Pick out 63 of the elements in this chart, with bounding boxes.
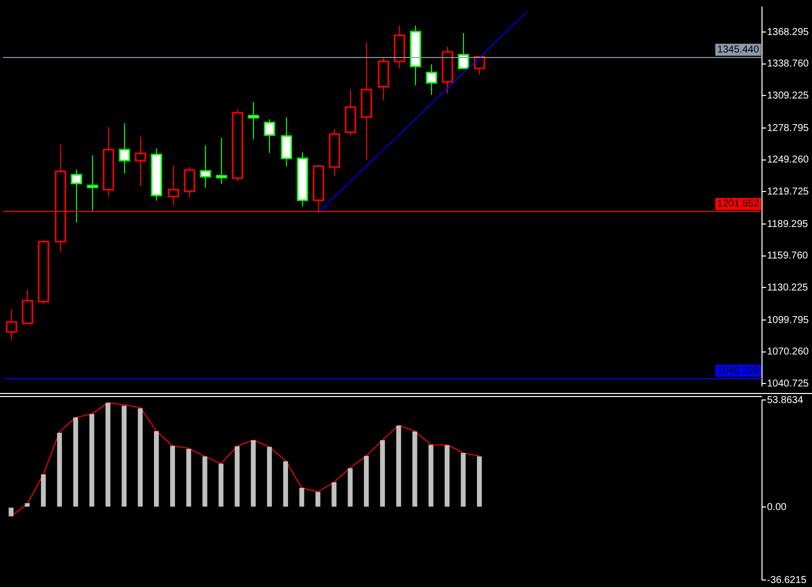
bar (396, 426, 402, 507)
bar (250, 440, 256, 507)
candlestick (6, 308, 18, 340)
candlestick (216, 137, 228, 184)
candlestick (70, 169, 82, 224)
bar (364, 456, 369, 507)
y-tick-label: 0.00 (767, 502, 787, 513)
y-tick-label: 1159.760 (767, 250, 808, 262)
y-tick-label: 1338.760 (767, 58, 810, 70)
y-tick-label: 1099.795 (767, 314, 810, 326)
y-tick-label: 1040.725 (767, 378, 810, 390)
bar (170, 446, 175, 507)
bar (460, 453, 466, 507)
candlestick (280, 116, 292, 168)
bar (106, 402, 110, 507)
y-tick-label: 53.8634 (767, 394, 804, 406)
y-tick-label: 1368.295 (767, 26, 810, 38)
ref-line-label: 1201.652 (717, 198, 760, 210)
y-tick-label: 1219.725 (767, 186, 810, 198)
bar (154, 431, 159, 507)
bar (412, 432, 418, 507)
bar (283, 461, 288, 507)
y-tick-label: 1189.295 (767, 218, 808, 230)
bar (8, 508, 14, 516)
bar (332, 482, 336, 507)
bar (299, 488, 304, 507)
ref-line-label: 1345.440 (717, 44, 760, 56)
candlestick (168, 165, 180, 206)
bar (24, 503, 30, 507)
bar (202, 456, 208, 507)
bar (40, 474, 46, 507)
bar (73, 417, 78, 507)
candlestick (200, 144, 212, 188)
bar (122, 406, 127, 507)
bar (186, 448, 192, 507)
candlestick (118, 122, 130, 174)
bar (267, 446, 272, 507)
y-tick-label: 1130.225 (767, 282, 808, 294)
bar (380, 440, 385, 507)
bar (218, 464, 224, 507)
candlestick (264, 118, 276, 154)
y-tick-label: -36.6215 (767, 574, 807, 586)
candlestick (426, 64, 438, 96)
y-tick-label: 1070.260 (767, 346, 810, 358)
candlestick (22, 289, 34, 324)
candlestick (86, 154, 98, 212)
bar (234, 446, 240, 507)
y-tick-label: 1278.795 (767, 122, 810, 134)
bar (89, 414, 94, 507)
candlestick (184, 166, 196, 198)
candlestick (134, 136, 146, 187)
ref-line-label: 1046.239 (717, 365, 760, 376)
candlestick (458, 32, 470, 70)
bar (476, 456, 482, 507)
y-tick-label: 1249.260 (767, 154, 810, 166)
bar (348, 468, 353, 507)
bar (138, 408, 143, 507)
y-tick-label: 1309.225 (767, 90, 810, 102)
candlestick (248, 101, 260, 140)
bar (315, 492, 320, 507)
bar (57, 432, 62, 507)
bar (444, 445, 450, 507)
bar (428, 444, 434, 507)
